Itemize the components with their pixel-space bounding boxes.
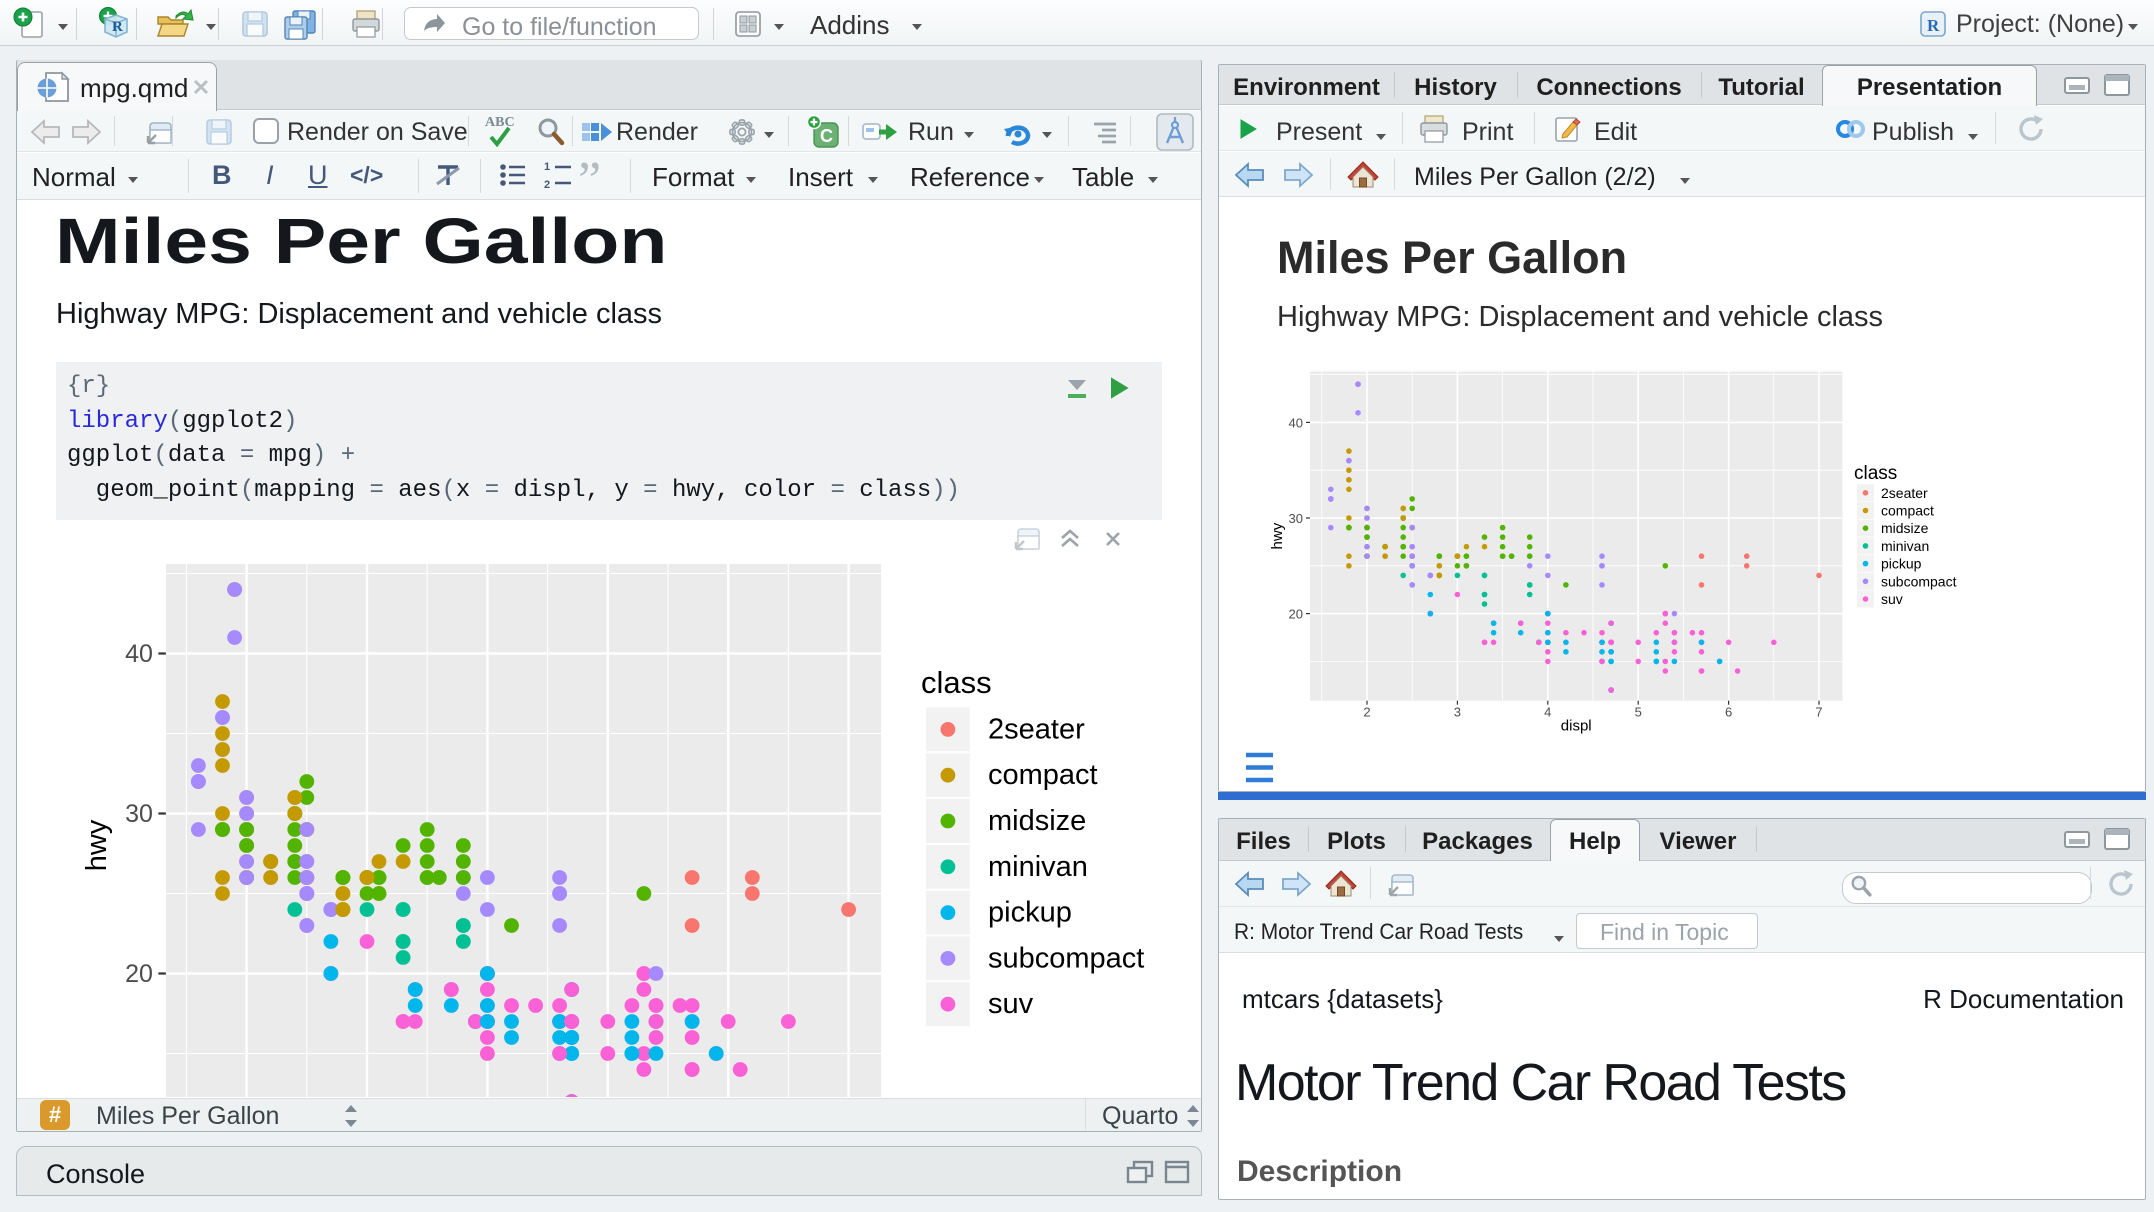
svg-text:2: 2 [1363,705,1370,720]
svg-text:midsize: midsize [1881,520,1929,536]
svg-text:subcompact: subcompact [988,942,1144,974]
svg-text:suv: suv [988,988,1034,1020]
svg-text:3: 3 [1454,705,1461,720]
svg-text:minivan: minivan [988,851,1088,883]
svg-text:R: R [1927,16,1940,35]
svg-text:20: 20 [125,960,153,988]
svg-text:4: 4 [1544,705,1551,720]
svg-text:R: R [112,19,123,35]
svg-text:compact: compact [988,759,1098,791]
svg-text:40: 40 [125,640,153,668]
svg-text:6: 6 [1725,705,1732,720]
svg-text:5: 5 [1635,705,1642,720]
svg-text:class: class [921,665,992,700]
svg-text:pickup: pickup [1881,556,1922,572]
svg-text:1: 1 [544,161,550,173]
svg-text:2: 2 [544,179,550,191]
svg-text:midsize: midsize [988,805,1086,837]
svg-text:C: C [820,126,833,146]
svg-text:30: 30 [125,800,153,828]
svg-text:ABC: ABC [485,115,515,130]
svg-text:40: 40 [1289,415,1303,430]
svg-text:suv: suv [1881,591,1903,607]
svg-text:30: 30 [1289,511,1303,526]
svg-text:2seater: 2seater [1881,485,1928,501]
svg-text:20: 20 [1289,607,1303,622]
svg-text:2seater: 2seater [988,713,1085,745]
svg-text:minivan: minivan [1881,538,1929,554]
svg-text:subcompact: subcompact [1881,573,1957,589]
svg-text:7: 7 [1815,705,1822,720]
svg-text:class: class [1854,463,1897,484]
svg-text:pickup: pickup [988,897,1072,929]
svg-text:hwy: hwy [1269,522,1286,549]
svg-text:compact: compact [1881,503,1934,519]
svg-text:displ: displ [1561,718,1592,735]
svg-text:hwy: hwy [81,819,113,871]
